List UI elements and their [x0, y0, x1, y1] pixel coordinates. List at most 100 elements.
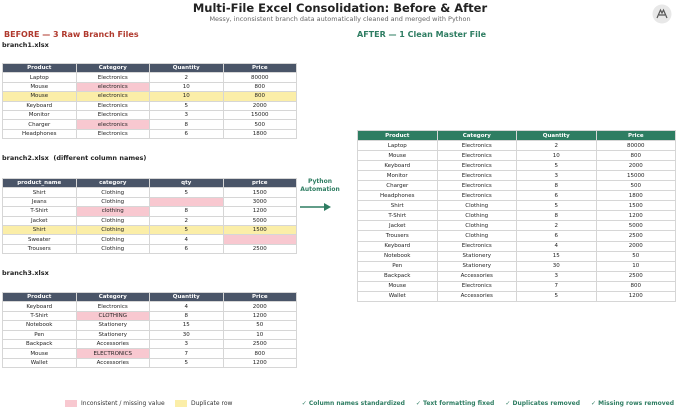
- cell: Notebook: [357, 250, 438, 262]
- row: Charger Electronics 8 500: [357, 180, 676, 192]
- cell: 3000: [222, 196, 297, 208]
- after-heading: AFTER — 1 Clean Master File: [357, 30, 487, 39]
- cell: 7: [516, 280, 597, 292]
- cell: 5: [149, 224, 224, 236]
- cell: Wallet: [2, 357, 77, 369]
- app-icon[interactable]: [652, 4, 672, 24]
- cell: Stationery: [75, 320, 150, 331]
- cell: Electronics: [436, 190, 517, 202]
- row: Headphones Electronics 6 1800: [357, 190, 676, 202]
- cell: 30: [516, 260, 597, 272]
- cell: 2000: [222, 301, 297, 312]
- cell: Laptop: [2, 72, 77, 83]
- row: Charger electronics 8 500: [2, 119, 297, 130]
- column-header: qty: [149, 177, 224, 189]
- arrow: [300, 203, 331, 211]
- cell: 8: [149, 310, 224, 322]
- cell: 15: [149, 320, 224, 331]
- header-row: product_name category qty price: [2, 177, 297, 189]
- cell: 4: [516, 240, 597, 252]
- cell: 1200: [222, 310, 297, 322]
- cell: 500: [222, 119, 297, 130]
- cell: Headphones: [2, 128, 77, 140]
- legend-label: Inconsistent / missing value: [81, 400, 165, 407]
- row: Keyboard Electronics 4 2000: [2, 301, 297, 312]
- column-header: Quantity: [149, 62, 224, 74]
- cell: T-Shirt: [357, 210, 438, 222]
- row: Backpack Accessories 3 2500: [357, 270, 676, 282]
- cell: Laptop: [357, 140, 438, 152]
- row: Jacket Clothing 2 5000: [2, 215, 297, 226]
- cell: 6: [149, 128, 224, 140]
- header-row: Product Category Quantity Price: [2, 62, 297, 74]
- cell: Shirt: [2, 187, 77, 198]
- cell: electronics: [75, 91, 150, 102]
- check-item: ✓ Missing rows removed: [591, 400, 674, 407]
- cell: 80000: [222, 72, 297, 83]
- cell: Stationery: [436, 250, 517, 262]
- table: Product Category Quantity Price Laptop Electr…: [2, 62, 297, 140]
- cell: 5: [149, 100, 224, 111]
- cell: 800: [222, 81, 297, 93]
- cell: 3: [149, 109, 224, 121]
- cell: Keyboard: [357, 240, 438, 252]
- cell: 1200: [595, 290, 676, 302]
- cell: Charger: [357, 180, 438, 192]
- cell: CLOTHING: [75, 310, 150, 322]
- cell: Accessories: [436, 290, 517, 302]
- cell: Keyboard: [2, 100, 77, 111]
- cell: Backpack: [357, 270, 438, 282]
- cell: Sweater: [2, 234, 77, 245]
- column-header: Price: [595, 129, 676, 142]
- row: Monitor Electronics 3 15000: [357, 170, 676, 182]
- cell: 15000: [222, 109, 297, 121]
- cell: 2500: [595, 270, 676, 282]
- cell: Wallet: [357, 290, 438, 302]
- row: Notebook Stationery 15 50: [2, 320, 297, 331]
- cell: 1200: [222, 357, 297, 369]
- row: Trousers Clothing 6 2500: [357, 230, 676, 242]
- column-header: Price: [222, 291, 297, 303]
- cell: 5000: [595, 220, 676, 232]
- cell: 1500: [595, 200, 676, 212]
- cell: 2500: [222, 338, 297, 350]
- row: Keyboard Electronics 4 2000: [357, 240, 676, 252]
- cell: Keyboard: [2, 301, 77, 312]
- cell: 5: [149, 187, 224, 198]
- cell: Electronics: [75, 301, 150, 312]
- column-header: Quantity: [149, 291, 224, 303]
- column-header: Quantity: [516, 129, 597, 142]
- row: Keyboard Electronics 5 2000: [357, 160, 676, 172]
- header-row: Product Category Quantity Price: [2, 291, 297, 303]
- row: Keyboard Electronics 5 2000: [2, 100, 297, 111]
- title: Multi-File Excel Consolidation: Before &…: [192, 1, 488, 15]
- cell: 4: [149, 301, 224, 312]
- cell: Clothing: [436, 220, 517, 232]
- cell: Monitor: [357, 170, 438, 182]
- cell: Clothing: [75, 196, 150, 208]
- row: T-Shirt clothing 8 1200: [2, 206, 297, 217]
- cell: 2500: [222, 243, 297, 255]
- cell: Stationery: [75, 329, 150, 340]
- cell: Stationery: [436, 260, 517, 272]
- header-row: Product Category Quantity Price: [357, 129, 676, 142]
- cell: Trousers: [357, 230, 438, 242]
- row: Laptop Electronics 2 80000: [357, 140, 676, 152]
- cell: 10: [516, 150, 597, 162]
- cell: 3: [149, 338, 224, 350]
- cell: 15000: [595, 170, 676, 182]
- row: Monitor Electronics 3 15000: [2, 109, 297, 121]
- cell: Clothing: [75, 224, 150, 236]
- row: Shirt Clothing 5 1500: [2, 224, 297, 236]
- cell: Electronics: [75, 100, 150, 111]
- cell: clothing: [75, 206, 150, 217]
- table: Product Category Quantity Price Keyboard Elec…: [2, 291, 297, 369]
- checks: ✓ Column names standardized ✓ Text format…: [302, 400, 674, 407]
- table: Product Category Quantity Price Laptop Electr…: [357, 129, 676, 302]
- cell: Monitor: [2, 109, 77, 121]
- cell: Shirt: [357, 200, 438, 212]
- cell: Charger: [2, 119, 77, 130]
- column-header: category: [75, 177, 150, 189]
- cell: 1800: [595, 190, 676, 202]
- cell: 2: [149, 72, 224, 83]
